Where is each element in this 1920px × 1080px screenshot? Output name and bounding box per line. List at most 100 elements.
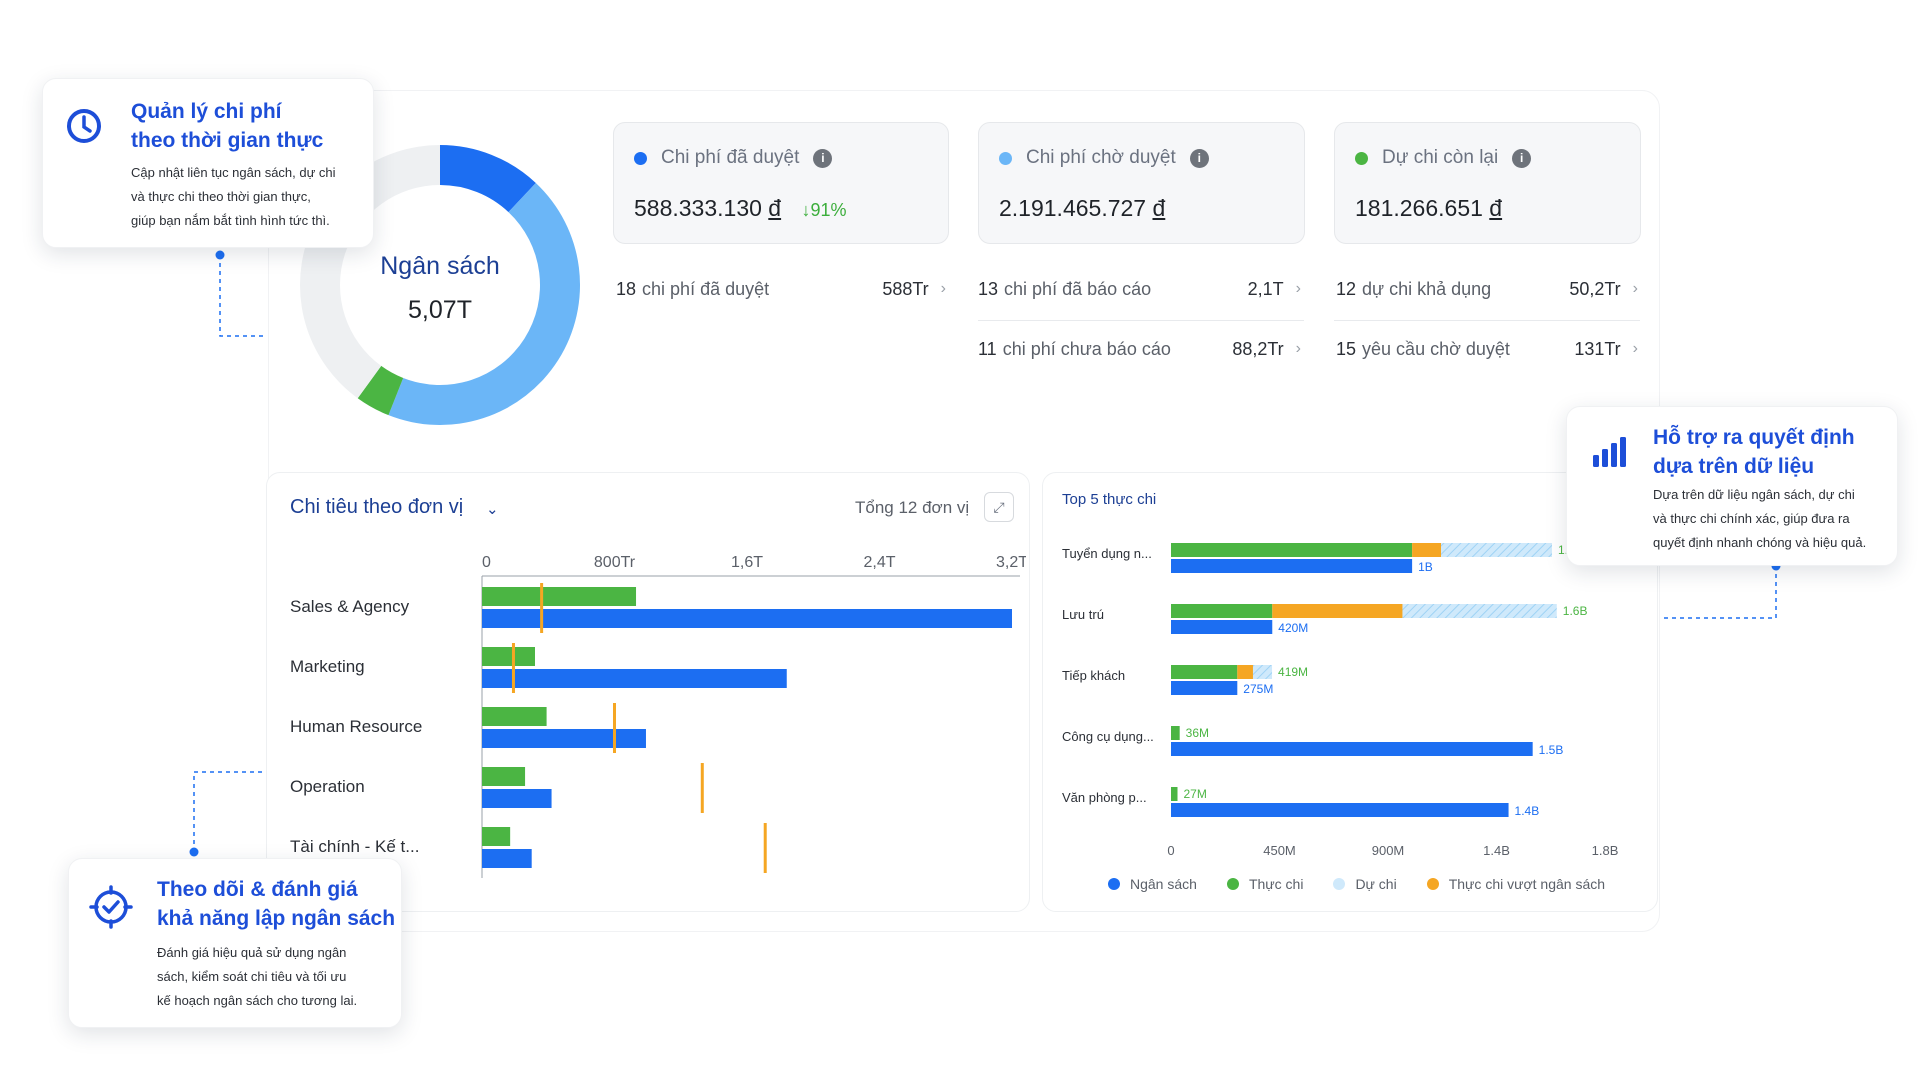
chart-legend: Ngân sách Thực chi Dự chi Thực chi vượt … [1108,876,1635,892]
donut-value: 5,07T [408,296,472,324]
over-budget-marker [613,703,616,753]
callout-tracking: Theo dõi & đánh giá khả năng lập ngân sá… [68,858,402,1028]
legend-item-budget[interactable]: Ngân sách [1108,876,1197,892]
unit-spending-title[interactable]: Chi tiêu theo đơn vị [290,496,464,518]
bar-actual [1171,665,1238,679]
unit-spending-chart: 0 800Tr 1,6T 2,4T 3,2T Sales & Agency Marketin… [290,554,1026,878]
callout-title: Hỗ trợ ra quyết định dựa trên dữ liệu [1653,423,1855,481]
desc-line: sách, kiểm soát chi tiêu và tối ưu [157,969,347,984]
row-divider [978,320,1304,321]
category-label: Lưu trú [1062,607,1104,622]
clock-icon [67,109,101,143]
category-label: Marketing [290,657,365,676]
status-dot [1355,151,1368,165]
callout-desc: Dựa trên dữ liệu ngân sách, dự chi và th… [1653,483,1866,555]
row-label: chi phí đã duyệt [642,278,770,299]
total-label: 27M [1184,787,1207,801]
status-dot [634,151,647,165]
bar-budget [1171,620,1273,634]
desc-line: giúp bạn nắm bắt tình hình tức thì. [131,213,330,228]
top5-chart: 0 450M 900M 1.4B 1.8B Tuyển dụng n... 1. 1B Lưu … [1062,543,1618,858]
donut-segment-green [357,365,404,416]
desc-line: Cập nhật liên tục ngân sách, dự chi [131,165,336,180]
chevron-right-icon: › [1295,340,1301,357]
desc-line: Dựa trên dữ liệu ngân sách, dự chi [1653,487,1855,502]
approved-expense-card[interactable]: Chi phí đã duyệt i 588.333.130 đ ↓91% [613,122,949,244]
row-count: 15 [1336,338,1357,359]
bar-over-budget [1272,604,1403,618]
chevron-right-icon: › [1632,340,1638,357]
bar-budget [482,609,1012,628]
x-tick-label: 2,4T [863,554,895,571]
unreported-expenses-row[interactable]: 11 chi phí chưa báo cáo 88,2Tr › [978,334,1301,364]
row-label: dự chi khả dụng [1362,278,1492,299]
total-label: 1. [1558,543,1568,557]
row-count: 18 [616,278,637,299]
trend-value: 91% [810,200,847,220]
info-icon[interactable]: i [813,148,833,168]
row-count: 13 [978,278,999,299]
budget-label: 420M [1278,621,1308,635]
category-label: Tài chính - Kế t... [290,837,419,856]
callout-desc: Cập nhật liên tục ngân sách, dự chi và t… [131,161,336,233]
desc-line: và thực chi chính xác, giúp đưa ra [1653,511,1850,526]
target-check-icon [89,885,133,929]
callout-realtime: Quản lý chi phí theo thời gian thực Cập … [42,78,374,248]
legend-item-forecast[interactable]: Dự chi [1333,876,1397,892]
x-tick-label: 1.4B [1483,843,1510,858]
legend-label: Dự chi [1355,876,1397,892]
donut-segment-light-blue [388,182,580,425]
chevron-right-icon: › [1295,280,1301,297]
info-icon[interactable]: i [1189,148,1209,168]
title-line: Quản lý chi phí [131,100,282,123]
row-amount: 588Tr [882,278,929,299]
category-label: Human Resource [290,717,422,736]
total-label: 36M [1186,726,1209,740]
title-line: dựa trên dữ liệu [1653,455,1815,478]
budget-label: 1.4B [1515,804,1540,818]
legend-dot [1333,878,1346,890]
bar-actual [482,707,547,726]
over-budget-marker [700,763,704,813]
bar-budget [482,669,787,688]
desc-line: và thực chi theo thời gian thực, [131,189,311,204]
available-forecast-row[interactable]: 12 dự chi khả dụng 50,2Tr › [1336,274,1638,304]
reported-expenses-row[interactable]: 13 chi phí đã báo cáo 2,1T › [978,274,1301,304]
category-label: Tuyển dụng n... [1062,546,1152,561]
row-divider [1334,320,1640,321]
expand-icon[interactable]: ⤢ [984,492,1014,522]
bar-forecast [1441,543,1552,557]
bar-actual [1171,543,1413,557]
row-label: yêu cầu chờ duyệt [1362,338,1510,359]
x-tick-label: 450M [1263,843,1296,858]
desc-line: quyết định nhanh chóng và hiệu quả. [1653,535,1867,550]
total-label: 1.6B [1563,604,1588,618]
bar-forecast [1402,604,1557,618]
donut-title: Ngân sách [380,252,500,280]
over-budget-marker [511,643,515,693]
chevron-down-icon[interactable]: ⌄ [486,501,499,518]
row-amount: 88,2Tr [1232,338,1284,359]
pending-requests-row[interactable]: 15 yêu cầu chờ duyệt 131Tr › [1336,334,1638,364]
legend-item-actual[interactable]: Thực chi [1226,876,1303,892]
donut-segment-dark-blue [440,145,536,213]
x-tick-label: 1,6T [731,554,763,571]
title-line: Hỗ trợ ra quyết định [1653,426,1855,449]
pending-expense-card[interactable]: Chi phí chờ duyệt i 2.191.465.727 đ [978,122,1305,244]
bar-actual [1171,787,1178,801]
bar-budget [1171,559,1413,573]
remaining-forecast-card[interactable]: Dự chi còn lại i 181.266.651 đ [1334,122,1641,244]
bar-over-budget [1237,665,1253,679]
row-count: 12 [1336,278,1357,299]
info-icon[interactable]: i [1512,148,1532,168]
bar-budget [1171,742,1533,756]
title-line: khả năng lập ngân sách [157,907,396,930]
top5-title: Top 5 thực chi [1062,491,1157,508]
approved-expenses-row[interactable]: 18 chi phí đã duyệt 588Tr › [616,274,946,304]
x-tick-label: 3,2T [996,554,1026,571]
bar-actual [1171,604,1273,618]
card-label: Chi phí đã duyệt [661,147,800,168]
card-label: Dự chi còn lại [1382,147,1499,168]
legend-item-over-budget[interactable]: Thực chi vượt ngân sách [1426,876,1605,892]
bar-budget [482,729,646,748]
